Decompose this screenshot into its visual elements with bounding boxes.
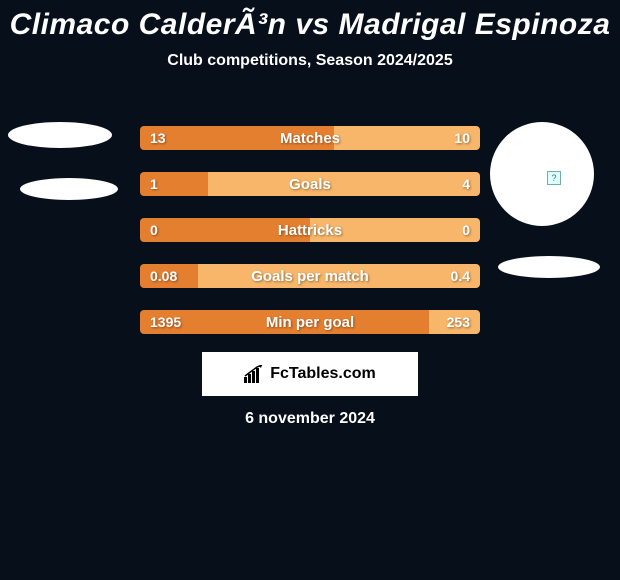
stat-value-left: 0.08 [150, 264, 177, 288]
stat-label: Hattricks [140, 218, 480, 242]
stat-value-right: 4 [462, 172, 470, 196]
stat-label: Matches [140, 126, 480, 150]
stat-row: Goals1 4 [140, 172, 480, 196]
stat-row: Goals per match0.08 0.4 [140, 264, 480, 288]
infographic-date: 6 november 2024 [0, 410, 620, 428]
season-subtitle: Club competitions, Season 2024/2025 [0, 52, 620, 70]
stat-value-left: 1 [150, 172, 158, 196]
stat-row: Matches13 10 [140, 126, 480, 150]
brand-text: FcTables.com [270, 365, 376, 383]
stat-value-right: 0.4 [451, 264, 470, 288]
right-ellipse-2 [498, 256, 600, 278]
brand-chart-icon [244, 365, 266, 383]
stat-bars: Matches13 10 Goals1 4 Hattricks0 0 Goals per m… [140, 126, 480, 356]
stat-value-left: 1395 [150, 310, 181, 334]
stat-value-left: 0 [150, 218, 158, 242]
stat-row: Hattricks0 0 [140, 218, 480, 242]
page-title: Climaco CalderÃ³n vs Madrigal Espinoza [0, 0, 620, 42]
left-ellipse-1 [8, 122, 112, 148]
stat-value-right: 10 [454, 126, 470, 150]
right-player-circle: ? [490, 122, 594, 226]
right-player-shapes: ? [490, 122, 600, 278]
stat-row: Min per goal1395 253 [140, 310, 480, 334]
stat-value-right: 253 [447, 310, 470, 334]
stat-label: Goals [140, 172, 480, 196]
comparison-infographic: Climaco CalderÃ³n vs Madrigal Espinoza C… [0, 0, 620, 580]
stat-value-right: 0 [462, 218, 470, 242]
stat-label: Min per goal [140, 310, 480, 334]
brand-badge: FcTables.com [202, 352, 418, 396]
left-player-shapes [8, 122, 118, 200]
left-ellipse-2 [20, 178, 118, 200]
image-placeholder-icon: ? [547, 171, 561, 185]
stat-label: Goals per match [140, 264, 480, 288]
stat-value-left: 13 [150, 126, 166, 150]
